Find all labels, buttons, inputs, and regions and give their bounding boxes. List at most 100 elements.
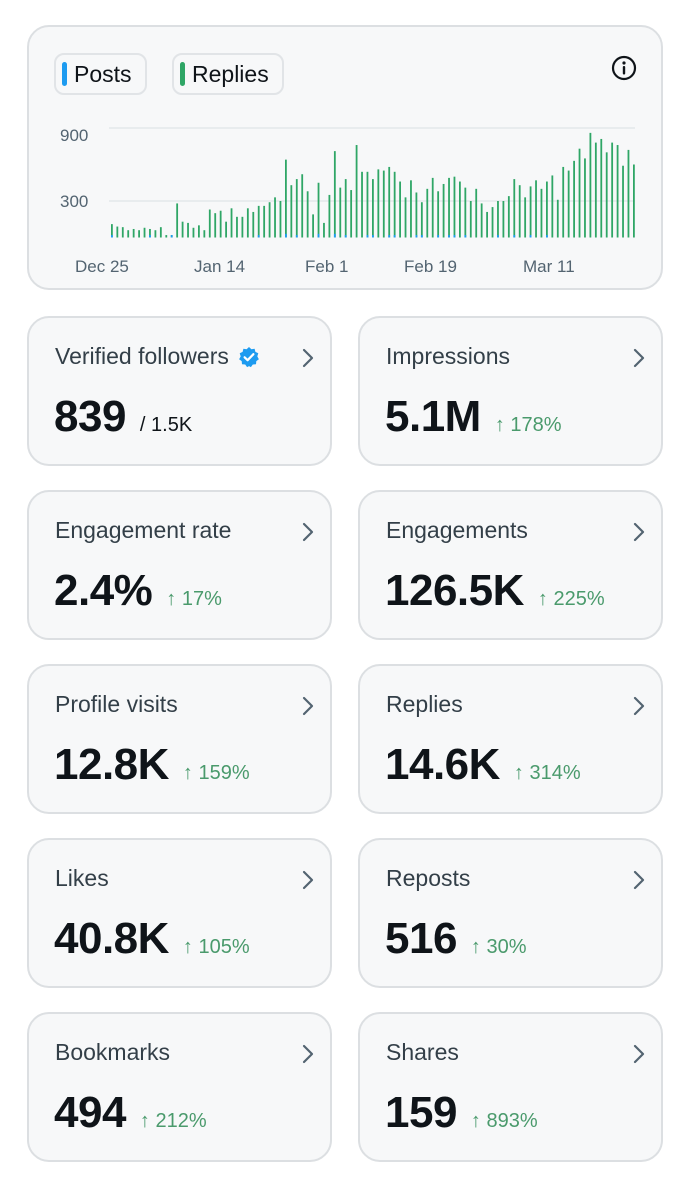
stat-change: ↑ 105% [182, 936, 250, 958]
stat-value-row: 126.5K ↑ 225% [385, 566, 605, 616]
replies-bar [274, 197, 276, 238]
stat-value: 5.1M [385, 392, 481, 441]
replies-bar [415, 192, 418, 238]
replies-bar [203, 230, 206, 238]
analytics-chart-card: Posts Replies 900 300 Dec 25 Jan 14 Feb … [27, 25, 663, 290]
replies-bar [442, 183, 445, 238]
stat-card-engagements[interactable]: Engagements 126.5K ↑ 225% [358, 490, 663, 640]
chevron-right-icon [302, 696, 314, 716]
posts-bar [546, 235, 548, 238]
stat-title-engagements: Engagements [386, 517, 528, 544]
replies-bar [301, 174, 304, 238]
replies-bar [181, 221, 184, 238]
replies-bar [149, 228, 151, 238]
replies-bar [573, 160, 575, 238]
stat-value-row: 2.4% ↑ 17% [54, 566, 222, 616]
replies-bar [622, 165, 624, 238]
replies-bar [464, 187, 467, 238]
replies-bar [562, 166, 565, 238]
replies-bar [214, 213, 217, 238]
posts-bar [372, 235, 374, 238]
info-icon[interactable] [611, 55, 637, 81]
stat-value: 839 [54, 392, 126, 441]
replies-bar [132, 228, 135, 238]
stat-card-likes[interactable]: Likes 40.8K ↑ 105% [27, 838, 332, 988]
stat-change: ↑ 159% [182, 762, 250, 784]
replies-bar [159, 227, 162, 238]
replies-bar [377, 169, 380, 238]
replies-bar [192, 227, 195, 238]
replies-bar [225, 221, 227, 238]
replies-bar [198, 225, 200, 238]
legend-replies-label: Replies [192, 60, 269, 87]
replies-bar [279, 201, 282, 238]
x-tick-dec-25: Dec 25 [75, 257, 129, 276]
stat-change: ↑ 212% [139, 1110, 207, 1132]
stat-title-text: Profile visits [55, 691, 178, 717]
stat-title-text: Engagements [386, 517, 528, 543]
replies-bar [350, 190, 353, 238]
posts-bar [437, 235, 440, 238]
replies-bar [589, 132, 592, 238]
replies-bar [230, 208, 233, 238]
replies-bar [459, 181, 461, 238]
stat-value-row: 494 ↑ 212% [54, 1088, 207, 1138]
stat-title-engagement-rate: Engagement rate [55, 517, 231, 544]
stat-title-text: Bookmarks [55, 1039, 171, 1065]
stat-card-engagement-rate[interactable]: Engagement rate 2.4% ↑ 17% [27, 490, 332, 640]
replies-bar [355, 145, 358, 238]
stat-title-profile-visits: Profile visits [55, 691, 178, 718]
stat-change: ↑ 17% [166, 588, 222, 610]
stat-value: 494 [54, 1088, 126, 1137]
replies-bar [295, 179, 298, 238]
replies-bar [306, 191, 309, 238]
stat-title-text: Shares [386, 1039, 459, 1065]
replies-bar [290, 185, 293, 238]
stat-title-verified-followers: Verified followers [55, 343, 260, 370]
stat-card-bookmarks[interactable]: Bookmarks 494 ↑ 212% [27, 1012, 332, 1162]
stat-card-impressions[interactable]: Impressions 5.1M ↑ 178% [358, 316, 663, 466]
replies-bar [420, 202, 423, 238]
replies-bar [268, 202, 271, 238]
replies-bar [605, 152, 608, 238]
posts-bar [415, 235, 418, 238]
replies-bar [285, 159, 287, 238]
replies-bar [208, 209, 211, 238]
stat-value: 12.8K [54, 740, 169, 789]
replies-bar [236, 216, 238, 238]
replies-bar [121, 227, 124, 238]
stat-card-profile-visits[interactable]: Profile visits 12.8K ↑ 159% [27, 664, 332, 814]
replies-bar [328, 194, 331, 238]
replies-bar [246, 208, 249, 238]
replies-bar [339, 187, 342, 238]
posts-bar [344, 235, 347, 238]
replies-bar [480, 203, 483, 238]
legend-posts-toggle[interactable]: Posts [54, 53, 147, 95]
x-tick-jan-14: Jan 14 [194, 257, 245, 276]
stat-card-reposts[interactable]: Reposts 516 ↑ 30% [358, 838, 663, 988]
stat-change: ↑ 893% [470, 1110, 538, 1132]
legend-replies-toggle[interactable]: Replies [172, 53, 284, 95]
chevron-right-icon [633, 870, 645, 890]
stat-change: ↑ 225% [537, 588, 605, 610]
replies-bar [584, 158, 586, 238]
stat-change: ↑ 30% [470, 936, 527, 958]
replies-bar [127, 230, 130, 238]
replies-bar [556, 199, 559, 238]
replies-bar [491, 207, 494, 238]
replies-bar [431, 177, 434, 238]
replies-bar [600, 138, 603, 238]
stat-title-text: Replies [386, 691, 463, 717]
stat-card-shares[interactable]: Shares 159 ↑ 893% [358, 1012, 663, 1162]
replies-bar [219, 210, 222, 238]
replies-bar [111, 224, 113, 238]
x-tick-feb-1: Feb 1 [305, 257, 348, 276]
posts-bar [366, 235, 369, 238]
stat-card-verified-followers[interactable]: Verified followers 839 / 1.5K [27, 316, 332, 466]
replies-bar [518, 185, 521, 238]
stat-value: 516 [385, 914, 457, 963]
stat-card-replies[interactable]: Replies 14.6K ↑ 314% [358, 664, 663, 814]
posts-bar [257, 235, 260, 238]
posts-bar [111, 235, 113, 238]
replies-bar [513, 179, 516, 238]
